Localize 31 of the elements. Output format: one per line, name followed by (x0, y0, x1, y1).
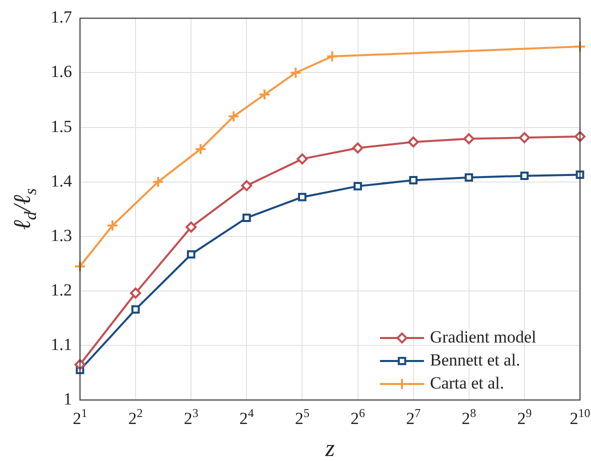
y-tick-label: 1 (64, 389, 72, 408)
y-tick-label: 1.2 (50, 280, 72, 300)
point (242, 214, 251, 222)
point (130, 288, 142, 299)
point (518, 132, 530, 144)
point (520, 172, 529, 180)
point (463, 133, 474, 144)
point (186, 222, 197, 233)
x-axis-title: z (324, 436, 336, 461)
point (131, 305, 140, 314)
point (464, 173, 474, 182)
y-tick-label: 1.3 (50, 226, 72, 245)
point (74, 260, 86, 272)
legend-label: Carta et al. (430, 373, 504, 392)
point (576, 170, 584, 179)
point (354, 182, 362, 190)
point (298, 192, 306, 202)
y-tick-label: 1.5 (50, 116, 72, 136)
point (296, 153, 308, 164)
point (408, 136, 419, 148)
y-tick-label: 1.1 (50, 334, 72, 354)
y-tick-label: 1.6 (50, 62, 72, 82)
point (352, 142, 364, 154)
point (241, 180, 252, 192)
y-tick-label: 1.7 (50, 8, 72, 27)
y-tick-label: 1.4 (50, 171, 72, 190)
point (409, 176, 418, 184)
y-axis-title: ℓd/ℓs (10, 188, 40, 230)
legend-label: Bennett et al. (430, 350, 520, 370)
point (186, 250, 196, 259)
legend-label: Gradient model (430, 327, 536, 346)
